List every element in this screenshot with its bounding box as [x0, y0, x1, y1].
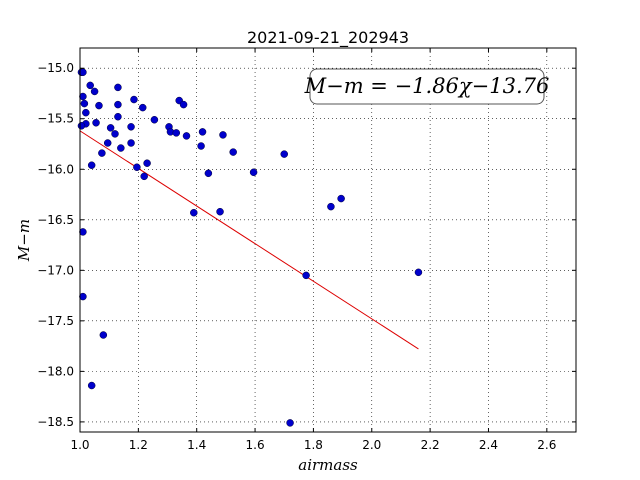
data-point [106, 124, 115, 132]
y-tick-label: −15.0 [37, 61, 74, 75]
fit-line-layer [79, 130, 419, 350]
x-tick-label: 1.2 [129, 438, 148, 452]
data-point [92, 119, 100, 127]
x-tick-label: 2.0 [362, 438, 381, 452]
data-point [198, 128, 207, 136]
data-point [133, 163, 141, 171]
data-point [114, 112, 122, 121]
data-point [87, 161, 96, 169]
data-point [302, 271, 310, 280]
axis-ticks [79, 48, 576, 432]
data-point [95, 101, 103, 110]
data-point [182, 132, 191, 140]
x-tick-label: 1.4 [187, 438, 206, 452]
data-point [86, 81, 94, 90]
data-point [117, 144, 125, 152]
data-point [327, 202, 335, 211]
data-point [114, 83, 122, 92]
chart-title: 2021-09-21_202943 [247, 28, 409, 48]
data-point [219, 131, 227, 139]
data-point [90, 87, 99, 96]
y-tick-label: −16.0 [37, 162, 74, 176]
data-point [150, 115, 159, 124]
data-point [130, 95, 138, 104]
data-point [280, 150, 288, 158]
data-point [216, 207, 224, 216]
data-point [190, 208, 198, 217]
data-point [79, 68, 87, 77]
data-point [127, 139, 135, 147]
data-point [249, 168, 258, 177]
y-tick-label: −15.5 [37, 112, 74, 126]
data-point [98, 149, 106, 157]
data-point [179, 100, 188, 109]
y-tick-label: −17.0 [37, 263, 74, 277]
data-point [140, 172, 148, 181]
data-point [80, 99, 89, 108]
x-tick-label: 2.6 [537, 438, 556, 452]
data-point [337, 194, 345, 203]
data-point [204, 169, 213, 178]
data-point [79, 92, 87, 101]
grid [79, 48, 576, 432]
fit-annotation-box: M−m = −1.86χ−13.76 [304, 68, 550, 105]
y-tick-label: −16.5 [37, 213, 74, 227]
data-point [138, 103, 147, 112]
data-point [143, 159, 151, 167]
data-point [77, 122, 86, 130]
y-tick-labels: −15.0 −15.5 −16.0 −16.5 −17.0 −17.5 −18.0 −18.5 [37, 61, 74, 429]
data-point [87, 381, 96, 390]
x-tick-label: 1.0 [70, 438, 89, 452]
data-point [111, 130, 119, 138]
data-points [77, 68, 423, 427]
x-tick-label: 1.8 [304, 438, 323, 452]
x-tick-label: 2.4 [479, 438, 498, 452]
y-axis-label: M−m [15, 219, 33, 262]
data-point [82, 108, 90, 117]
data-point [103, 139, 112, 147]
fit-annotation: M−m = −1.86χ−13.76 [304, 74, 550, 98]
data-point [99, 331, 108, 339]
y-tick-label: −18.0 [37, 364, 74, 378]
y-tick-label: −18.5 [37, 415, 74, 429]
data-point [79, 292, 87, 301]
data-point [79, 228, 87, 236]
x-tick-label: 2.2 [421, 438, 440, 452]
data-point [286, 419, 294, 427]
plot-frame [79, 47, 577, 433]
data-point [127, 123, 135, 131]
x-tick-labels: 1.0 1.2 1.4 1.6 1.8 2.0 2.2 2.4 2.6 [70, 438, 556, 452]
data-point [197, 142, 205, 150]
x-tick-label: 1.6 [246, 438, 265, 452]
data-point [414, 268, 423, 277]
y-tick-label: −17.5 [37, 314, 74, 328]
data-point [229, 148, 237, 156]
data-point [114, 100, 122, 109]
data-point [172, 129, 181, 137]
fit-line [79, 130, 419, 350]
x-axis-label: airmass [298, 456, 358, 474]
